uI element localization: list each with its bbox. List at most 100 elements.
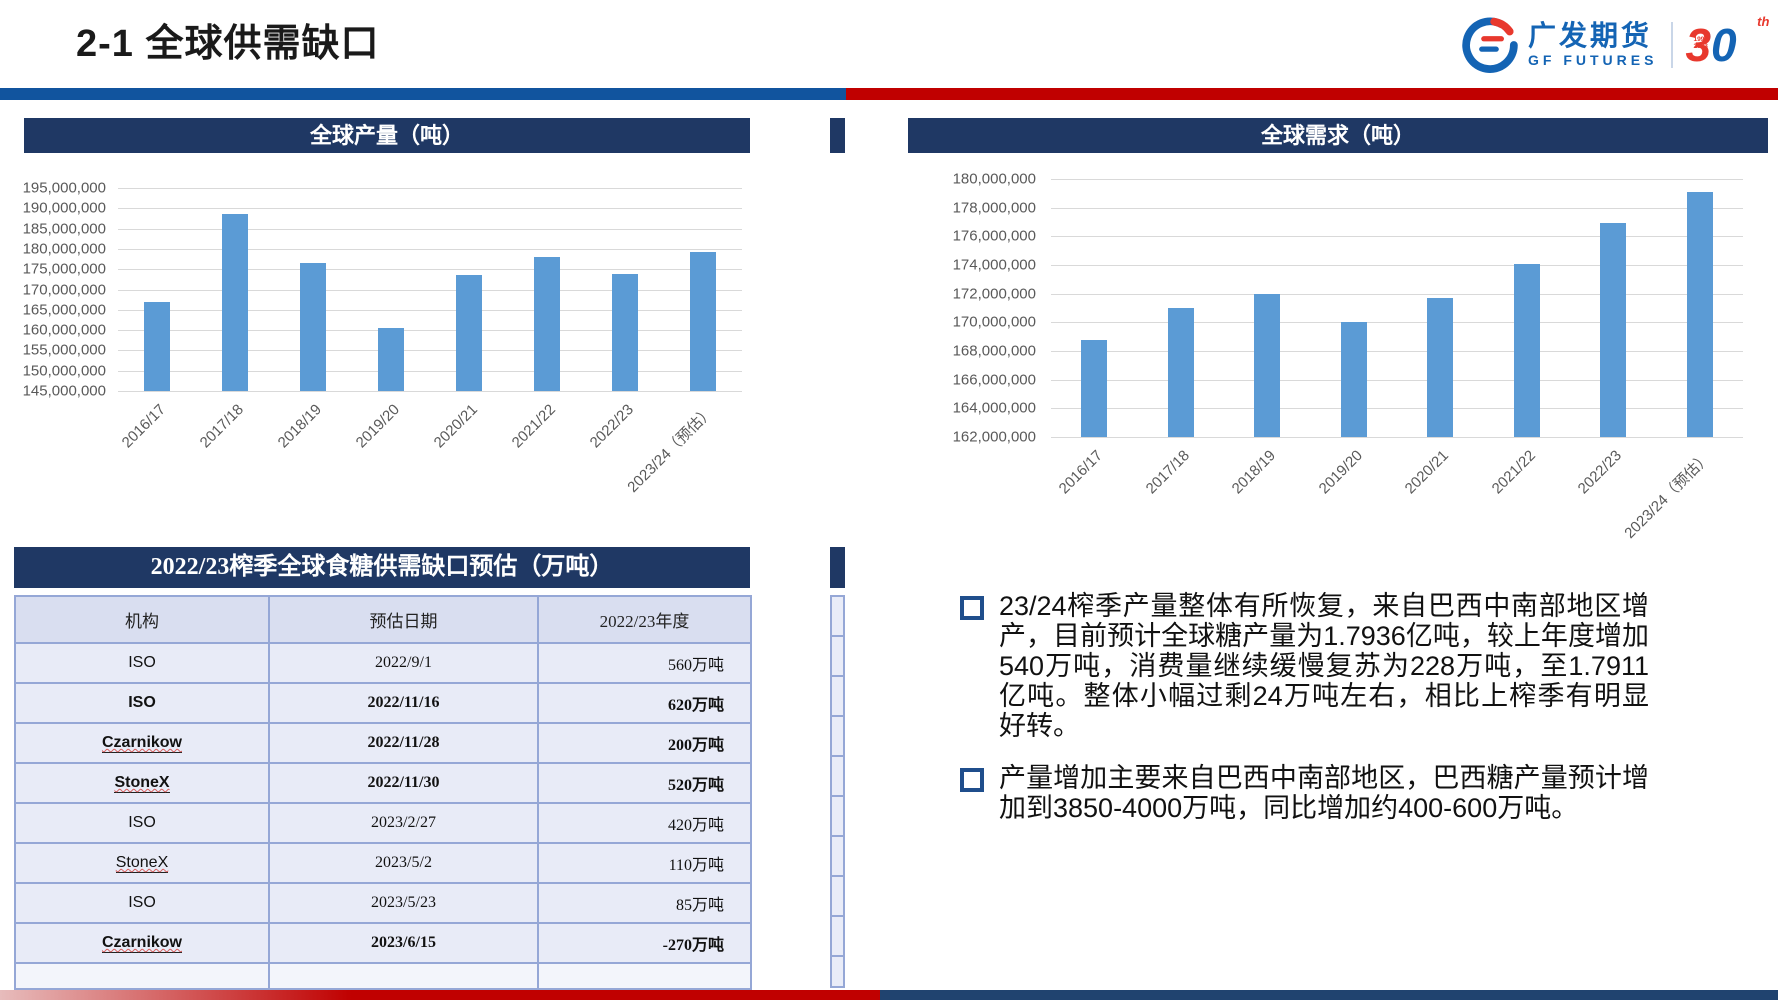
- brand-name-cn: 广发期货: [1528, 20, 1653, 51]
- gridline: [118, 391, 742, 392]
- bar-2018/19: [300, 262, 326, 391]
- anniversary-suffix: th: [1757, 14, 1770, 29]
- production-chart-title: 全球产量（吨）: [24, 118, 750, 153]
- y-axis-tick-label: 160,000,000: [22, 321, 106, 339]
- cell-date: 2023/2/27: [268, 802, 539, 844]
- anniversary-30th-badge: 30 th 1993 2023: [1685, 14, 1770, 74]
- cell-org: StoneX: [14, 762, 270, 804]
- table-row: ISO 2023/2/27 420万吨: [14, 802, 752, 844]
- x-axis-tick-label: 2017/18: [196, 401, 248, 452]
- y-axis-tick-label: 164,000,000: [952, 399, 1036, 417]
- bullet-text-2: 产量增加主要来自巴西中南部地区，巴西糖产量预计增加到3850-4000万吨，同比…: [999, 763, 1649, 823]
- square-bullet-icon: [960, 768, 984, 792]
- cell-date: 2022/11/28: [268, 722, 539, 764]
- cell-empty: [14, 962, 270, 990]
- gridline: [1051, 207, 1743, 209]
- bullet-text-1: 23/24榨季产量整体有所恢复，来自巴西中南部地区增产，目前预计全球糖产量为1.…: [999, 591, 1649, 741]
- production-plot-area: [118, 188, 742, 392]
- bar-2022/23: [1600, 223, 1627, 437]
- y-axis-tick-label: 166,000,000: [952, 371, 1036, 389]
- demand-plot-area: [1051, 179, 1743, 438]
- cell-value: 620万吨: [537, 682, 752, 724]
- cell-empty: [537, 962, 752, 990]
- gap-table-header-row: 机构 预估日期 2022/23年度: [14, 595, 752, 644]
- column-header-org: 机构: [14, 595, 270, 644]
- gridline: [118, 188, 742, 189]
- gridline: [1051, 408, 1743, 410]
- cell-org: ISO: [14, 682, 270, 724]
- cell-date: 2023/5/2: [268, 842, 539, 884]
- y-axis-tick-label: 180,000,000: [22, 240, 106, 258]
- bar-2020/21: [1427, 297, 1454, 437]
- y-axis-tick-label: 150,000,000: [22, 362, 106, 380]
- demand-y-axis: 180,000,000 178,000,000 176,000,000 174,000…: [940, 171, 1044, 446]
- table-row-empty: [14, 962, 752, 990]
- brand-text: 广发期货 GF FUTURES: [1528, 21, 1657, 69]
- gridline: [118, 370, 742, 372]
- x-axis-tick-label: 2018/19: [1228, 447, 1280, 498]
- production-x-axis: 2016/17 2017/18 2018/19 2019/20 2020/21 2021/…: [118, 391, 742, 511]
- gap-table-body: ISO 2022/9/1 560万吨 ISO 2022/11/16 620万吨 Czarni…: [14, 642, 752, 990]
- anniversary-years: 1993 2023: [1693, 36, 1708, 50]
- gridline: [118, 350, 742, 352]
- cell-org: Czarnikow: [14, 922, 270, 964]
- bar-2023/24（预估）: [690, 251, 716, 391]
- gridline: [1051, 351, 1743, 352]
- bullet-item: 产量增加主要来自巴西中南部地区，巴西糖产量预计增加到3850-4000万吨，同比…: [960, 763, 1660, 823]
- y-axis-tick-label: 174,000,000: [952, 256, 1036, 274]
- gap-table: 机构 预估日期 2022/23年度 ISO 2022/9/1 560万吨 ISO 202…: [14, 595, 752, 990]
- bar-2016/17: [1081, 339, 1108, 437]
- cell-date: 2022/11/16: [268, 682, 539, 724]
- x-axis-tick-label: 2020/21: [1401, 447, 1453, 498]
- demand-title-bar-fragment: [830, 118, 845, 153]
- table-row: ISO 2022/11/16 620万吨: [14, 682, 752, 724]
- y-axis-tick-label: 162,000,000: [952, 428, 1036, 446]
- x-axis-tick-label: 2016/17: [118, 401, 170, 452]
- bar-2017/18: [222, 214, 248, 391]
- gridline: [118, 289, 742, 291]
- bar-2022/23: [612, 274, 638, 391]
- cell-value: 560万吨: [537, 642, 752, 684]
- y-axis-tick-label: 170,000,000: [22, 281, 106, 298]
- cell-org: StoneX: [14, 842, 270, 884]
- cell-org: ISO: [14, 642, 270, 684]
- gridline: [1051, 379, 1743, 381]
- cell-date: 2022/11/30: [268, 762, 539, 804]
- footer-rule-navy: [880, 990, 1778, 1000]
- bar-2019/20: [378, 328, 404, 391]
- cell-empty: [268, 962, 539, 990]
- footer-rule-red: [0, 990, 880, 1000]
- x-axis-tick-label: 2019/20: [1315, 447, 1366, 498]
- x-axis-tick-label: 2023/24（预估）: [1621, 449, 1714, 542]
- cell-value: -270万吨: [537, 922, 752, 964]
- bar-2023/24（预估）: [1686, 191, 1713, 437]
- gridline: [1051, 293, 1743, 295]
- bar-2017/18: [1167, 308, 1194, 437]
- y-axis-tick-label: 176,000,000: [952, 227, 1036, 245]
- gridline: [118, 330, 742, 332]
- page-title: 2-1 全球供需缺口: [76, 23, 380, 65]
- header-rule-red: [846, 88, 1778, 100]
- y-axis-tick-label: 155,000,000: [22, 341, 106, 359]
- y-axis-tick-label: 180,000,000: [952, 170, 1036, 188]
- table-row: Czarnikow 2023/6/15 -270万吨: [14, 922, 752, 964]
- commentary: 23/24榨季产量整体有所恢复，来自巴西中南部地区增产，目前预计全球糖产量为1.…: [960, 591, 1660, 845]
- bar-2018/19: [1254, 293, 1281, 437]
- cell-org: ISO: [14, 802, 270, 844]
- cell-value: 200万吨: [537, 722, 752, 764]
- x-axis-tick-label: 2019/20: [352, 401, 404, 452]
- bar-2021/22: [1513, 263, 1540, 437]
- y-axis-tick-label: 195,000,000: [22, 179, 106, 197]
- x-axis-tick-label: 2023/24（预估）: [624, 403, 718, 496]
- cell-org: Czarnikow: [14, 722, 270, 764]
- bar-2020/21: [456, 274, 482, 391]
- table-title-fragment: [830, 547, 845, 588]
- anniversary-number: 30: [1685, 19, 1737, 71]
- y-axis-tick-label: 185,000,000: [22, 220, 106, 238]
- brand-name-en: GF FUTURES: [1528, 52, 1658, 68]
- cell-value: 85万吨: [537, 882, 752, 924]
- x-axis-tick-label: 2018/19: [274, 401, 326, 452]
- header-rule-blue: [0, 88, 846, 100]
- column-header-date: 预估日期: [268, 595, 539, 644]
